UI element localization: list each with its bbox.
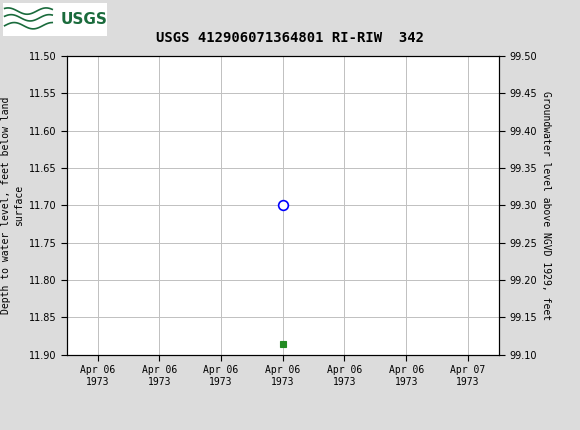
Bar bbox=[3, 3, 107, 37]
Y-axis label: Groundwater level above NGVD 1929, feet: Groundwater level above NGVD 1929, feet bbox=[541, 91, 551, 320]
Text: USGS: USGS bbox=[61, 12, 108, 27]
Text: USGS 412906071364801 RI-RIW  342: USGS 412906071364801 RI-RIW 342 bbox=[156, 31, 424, 45]
Y-axis label: Depth to water level, feet below land
surface: Depth to water level, feet below land su… bbox=[1, 97, 24, 314]
